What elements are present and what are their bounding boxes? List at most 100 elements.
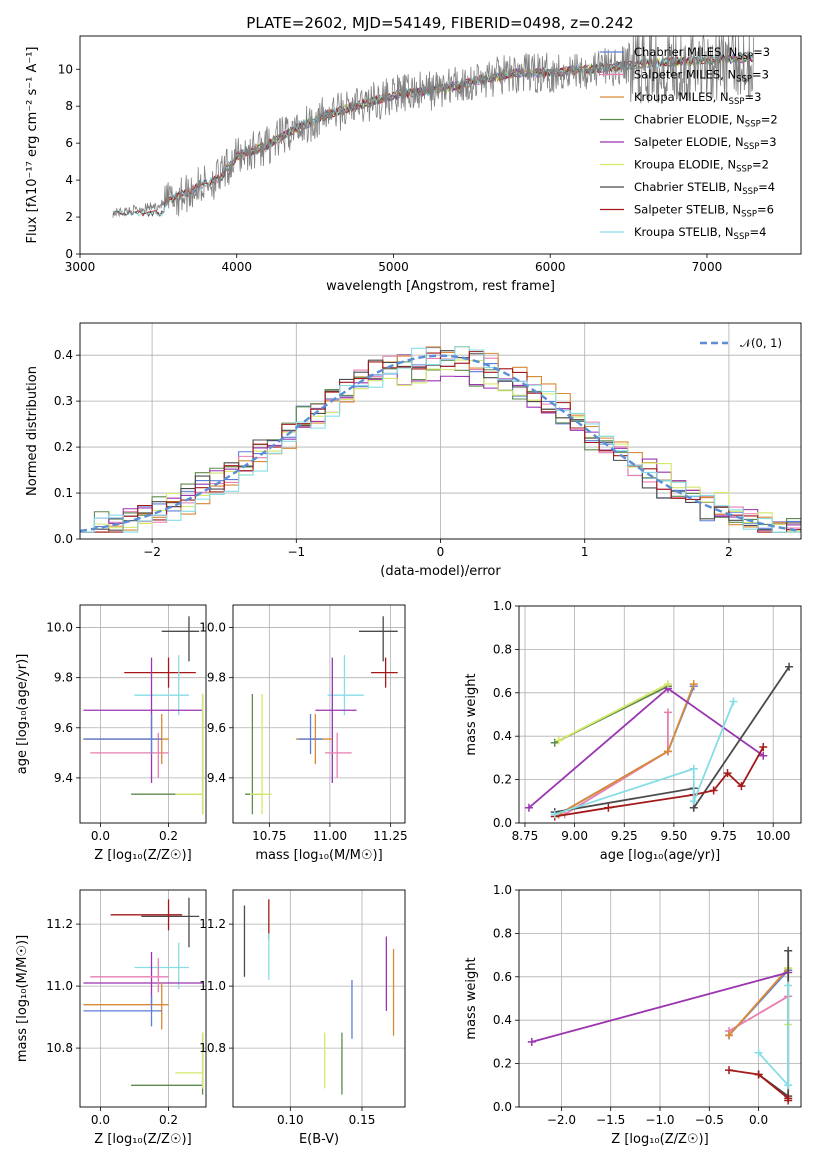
axes-frame [79,322,802,540]
y-tick-label: 1.0 [493,599,512,613]
errorbar-point-salpeter_stelib [124,657,196,688]
errorbar-point-chabrier_elodie [245,693,263,815]
axes-frame [79,604,207,824]
errorbar-point-kroupa_elodie [249,693,272,815]
x-axis-label: wavelength [Angstrom, rest frame] [326,279,555,294]
x-tick-label: 2 [725,545,733,559]
errorbar-point-salpeter_stelib [110,899,183,931]
errorbar-point-kroupa_elodie [175,1032,204,1089]
x-tick-label: 9.00 [561,829,588,843]
plot-area [83,897,204,1095]
data-point-marker [689,797,698,806]
normal-curve [79,354,802,533]
legend-entry: Chabrier MILES, NSSP=3 [634,45,770,62]
legend-text: Salpeter STELIB, N [634,203,741,217]
y-tick-label: 0.4 [54,348,73,362]
legend-entry: Kroupa STELIB, NSSP=4 [634,225,766,242]
legend-text: Salpeter ELODIE, N [634,135,744,149]
errorbar-point-salpeter_elodie [83,657,203,783]
y-tick-label: 0.2 [493,773,512,787]
legend-entry: Kroupa ELODIE, NSSP=2 [634,158,769,175]
series-line [531,971,789,1043]
series-salpeter_elodie [524,684,768,812]
x-axis-label: E(B-V) [299,1132,339,1147]
x-tick-label: 0.2 [159,829,178,843]
x-tick-label: 11.25 [373,829,407,843]
legend-value: =2 [761,113,778,127]
x-tick-label: 3000 [65,260,96,274]
x-axis-label: Z [log₁₀(Z/Z☉)] [94,848,191,863]
errorbar-point-salpeter_elodie [315,657,357,783]
legend-entry: Chabrier STELIB, NSSP=4 [634,180,775,197]
legend-entry: Chabrier ELODIE, NSSP=2 [634,113,778,130]
errorbar-point-kroupa_stelib [327,655,364,716]
x-tick-label: 10.75 [252,829,286,843]
legend-subscript: SSP [741,210,757,220]
errorbar-point-salpeter_miles [325,732,352,778]
legend-subscript: SSP [736,165,752,175]
legend-entry: Salpeter MILES, NSSP=3 [634,68,769,85]
legend-entry: Kroupa MILES, NSSP=3 [634,90,761,107]
y-tick-label: 4 [65,173,73,187]
data-point-marker [759,743,768,752]
x-tick-label: 1 [581,545,589,559]
x-tick-label: 0 [437,545,445,559]
plot-area [245,616,398,815]
data-point-marker [725,1066,734,1075]
y-tick-label: 10 [58,62,73,76]
errorbar-point-salpeter_stelib [371,657,398,688]
errorbar-point-chabrier_stelib [358,616,398,662]
histogram-salpeter_stelib [80,351,801,533]
errorbar-point-salpeter_miles [90,958,169,993]
data-point-marker [784,946,793,955]
y-tick-label: 9.6 [207,721,226,735]
panel-spectrum: 3000 4000 5000 6000 7000 0 2 4 6 8 10 wavelength [A… [25,14,802,294]
x-tick-label: 0.0 [749,1113,768,1127]
legend-subscript: SSP [744,142,760,152]
y-tick-label: 0.0 [54,532,73,546]
legend-entry: Salpeter STELIB, NSSP=6 [634,203,774,220]
data-point-marker [524,803,533,812]
data-point-marker [754,1070,763,1079]
legend-value: =4 [749,225,766,239]
data-point-marker [759,751,768,760]
axes-frame [232,604,406,824]
series-line [728,967,789,1036]
legend-text: Chabrier ELODIE, N [634,113,745,127]
series-kroupa_stelib [550,697,738,819]
y-tick-label: 11.0 [46,979,73,993]
axes-frame [518,605,802,824]
data-point-marker [689,764,698,773]
data-point-marker [554,736,563,745]
legend-subscript: SSP [729,97,745,107]
legend-value: =3 [760,135,777,149]
x-tick-label: 0.10 [277,1113,304,1127]
errorbar-point-chabrier_stelib [141,897,200,948]
legend-value: =3 [744,90,761,104]
y-tick-label: 8 [65,99,73,113]
y-tick-label: 2 [65,210,73,224]
panel-residuals: −2 −1 0 1 2 0.0 0.1 0.2 0.3 0.4 (data-model)/error… [25,322,802,579]
plot-area [112,34,755,218]
y-tick-label: 0.6 [493,686,512,700]
axes-frame [79,35,802,255]
y-tick-label: 9.6 [54,721,73,735]
observed-spectrum [112,34,755,218]
series-salpeter_stelib [550,743,768,821]
legend-text: Kroupa MILES, N [634,90,729,104]
data-point-marker [784,1096,793,1105]
data-point-marker [725,1031,734,1040]
x-axis-label: age [log₁₀(age/yr)] [600,848,721,863]
errorbar-point-chabrier_elodie [131,1032,204,1095]
data-point-marker [754,1048,763,1057]
panel-z_age: 0.0 0.2 9.4 9.6 9.8 10.0 Z [log₁₀(Z/Z☉)] age [l… [15,604,207,863]
series-kroupa_elodie [554,680,672,745]
errorbar-point-kroupa_miles [83,983,169,1030]
x-tick-label: 5000 [378,260,409,274]
x-tick-label: −0.5 [695,1113,724,1127]
x-tick-label: 4000 [221,260,252,274]
data-point-marker [527,1037,536,1046]
histogram-kroupa_elodie [80,359,801,533]
x-tick-label: 0.2 [159,1113,178,1127]
y-tick-label: 9.4 [54,771,73,785]
